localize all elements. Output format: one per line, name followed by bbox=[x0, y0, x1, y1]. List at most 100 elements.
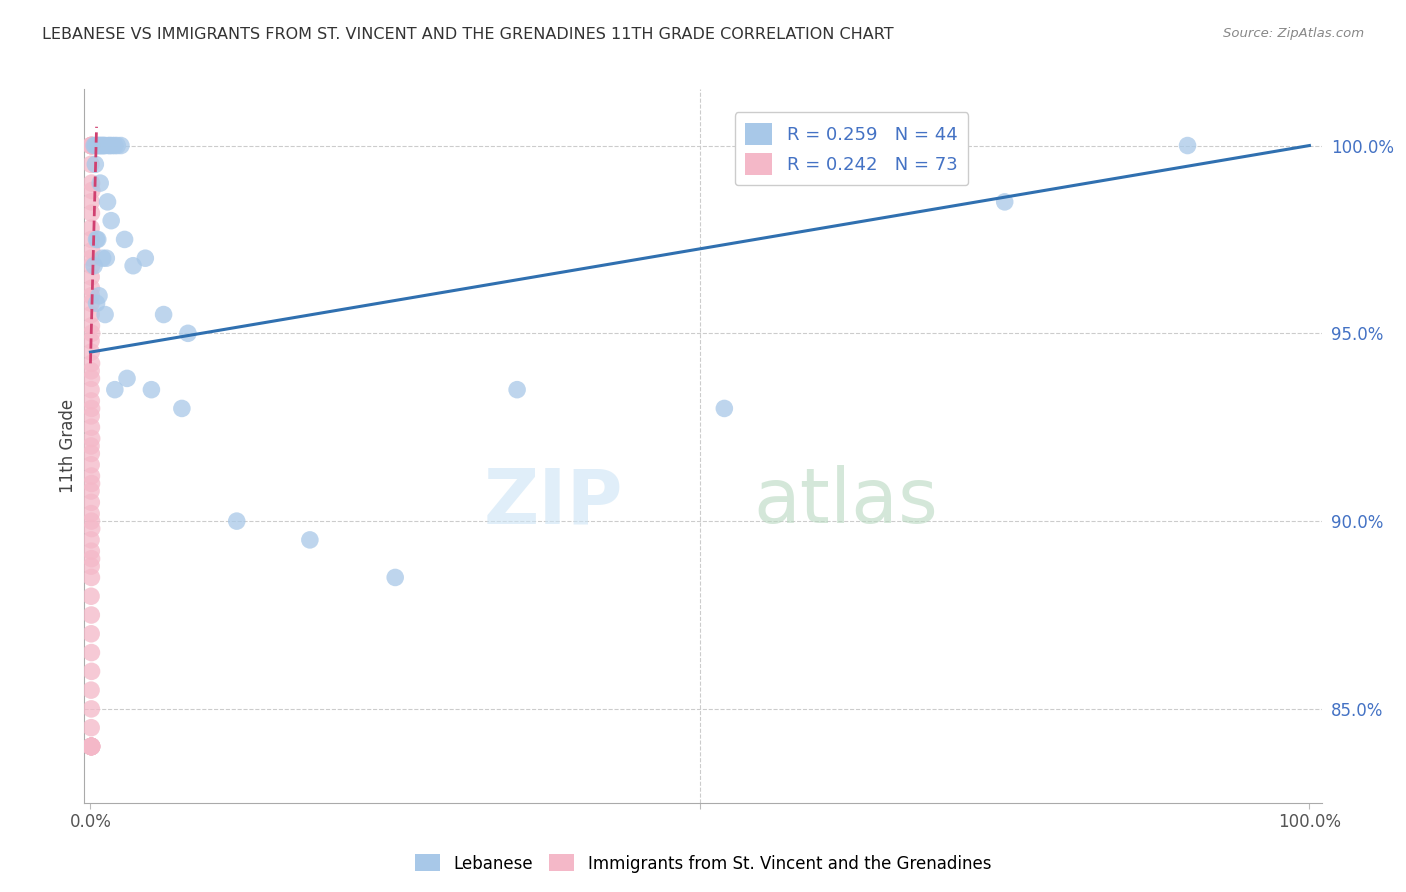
Point bbox=[225, 514, 247, 528]
Point bbox=[80, 176, 103, 190]
Point bbox=[80, 607, 103, 622]
Point bbox=[80, 289, 103, 303]
Point bbox=[114, 232, 136, 246]
Point bbox=[80, 326, 103, 341]
Point bbox=[80, 589, 103, 603]
Point bbox=[80, 739, 103, 754]
Point bbox=[384, 570, 406, 584]
Point bbox=[80, 138, 103, 153]
Point bbox=[80, 439, 103, 453]
Point bbox=[80, 458, 103, 472]
Point bbox=[713, 401, 735, 416]
Point bbox=[80, 409, 103, 423]
Point bbox=[93, 138, 115, 153]
Point bbox=[80, 469, 103, 483]
Point bbox=[87, 232, 110, 246]
Point bbox=[152, 308, 174, 322]
Point bbox=[80, 221, 103, 235]
Text: ZIP: ZIP bbox=[484, 466, 623, 540]
Point bbox=[80, 739, 103, 754]
Y-axis label: 11th Grade: 11th Grade bbox=[59, 399, 77, 493]
Point bbox=[122, 259, 145, 273]
Point bbox=[80, 383, 103, 397]
Point bbox=[83, 138, 105, 153]
Point bbox=[96, 194, 118, 209]
Point bbox=[134, 251, 156, 265]
Point bbox=[94, 138, 117, 153]
Point bbox=[84, 157, 107, 171]
Point bbox=[80, 739, 103, 754]
Point bbox=[80, 420, 103, 434]
Point bbox=[80, 281, 103, 295]
Legend: Lebanese, Immigrants from St. Vincent and the Grenadines: Lebanese, Immigrants from St. Vincent an… bbox=[408, 847, 998, 880]
Point bbox=[80, 721, 103, 735]
Point bbox=[100, 213, 122, 227]
Point bbox=[506, 383, 529, 397]
Point bbox=[80, 739, 103, 754]
Point bbox=[80, 665, 103, 679]
Point bbox=[80, 702, 103, 716]
Point bbox=[80, 356, 103, 370]
Point bbox=[80, 345, 103, 359]
Point bbox=[170, 401, 193, 416]
Point bbox=[1177, 138, 1199, 153]
Point bbox=[80, 244, 103, 258]
Point bbox=[101, 138, 124, 153]
Point bbox=[80, 138, 103, 153]
Point bbox=[80, 138, 103, 153]
Point bbox=[80, 194, 103, 209]
Point bbox=[80, 476, 103, 491]
Point bbox=[80, 522, 103, 536]
Point bbox=[80, 184, 103, 198]
Text: atlas: atlas bbox=[754, 466, 939, 540]
Point bbox=[89, 138, 111, 153]
Point bbox=[80, 138, 103, 153]
Point bbox=[80, 138, 103, 153]
Point bbox=[80, 138, 103, 153]
Point bbox=[80, 507, 103, 521]
Point bbox=[80, 308, 103, 322]
Point bbox=[80, 739, 103, 754]
Point bbox=[80, 296, 103, 310]
Point bbox=[177, 326, 200, 341]
Point bbox=[94, 308, 117, 322]
Text: LEBANESE VS IMMIGRANTS FROM ST. VINCENT AND THE GRENADINES 11TH GRADE CORRELATIO: LEBANESE VS IMMIGRANTS FROM ST. VINCENT … bbox=[42, 27, 894, 42]
Text: Source: ZipAtlas.com: Source: ZipAtlas.com bbox=[1223, 27, 1364, 40]
Point bbox=[104, 383, 127, 397]
Point bbox=[80, 259, 103, 273]
Point bbox=[80, 364, 103, 378]
Point bbox=[87, 138, 110, 153]
Point bbox=[104, 138, 127, 153]
Point bbox=[110, 138, 132, 153]
Legend: R = 0.259   N = 44, R = 0.242   N = 73: R = 0.259 N = 44, R = 0.242 N = 73 bbox=[734, 112, 969, 186]
Point bbox=[105, 138, 128, 153]
Point bbox=[96, 251, 118, 265]
Point bbox=[141, 383, 163, 397]
Point bbox=[80, 739, 103, 754]
Point bbox=[80, 157, 103, 171]
Point bbox=[80, 533, 103, 547]
Point bbox=[80, 739, 103, 754]
Point bbox=[83, 259, 105, 273]
Point bbox=[80, 270, 103, 285]
Point bbox=[80, 739, 103, 754]
Point bbox=[80, 495, 103, 509]
Point bbox=[80, 739, 103, 754]
Point bbox=[80, 401, 103, 416]
Point bbox=[87, 138, 110, 153]
Point bbox=[80, 484, 103, 499]
Point bbox=[80, 544, 103, 558]
Point bbox=[80, 138, 103, 153]
Point bbox=[86, 232, 108, 246]
Point bbox=[80, 432, 103, 446]
Point bbox=[298, 533, 321, 547]
Point bbox=[80, 627, 103, 641]
Point bbox=[80, 371, 103, 385]
Point bbox=[80, 251, 103, 265]
Point bbox=[80, 334, 103, 348]
Point bbox=[80, 446, 103, 460]
Point bbox=[80, 570, 103, 584]
Point bbox=[80, 393, 103, 408]
Point bbox=[80, 206, 103, 220]
Point bbox=[80, 514, 103, 528]
